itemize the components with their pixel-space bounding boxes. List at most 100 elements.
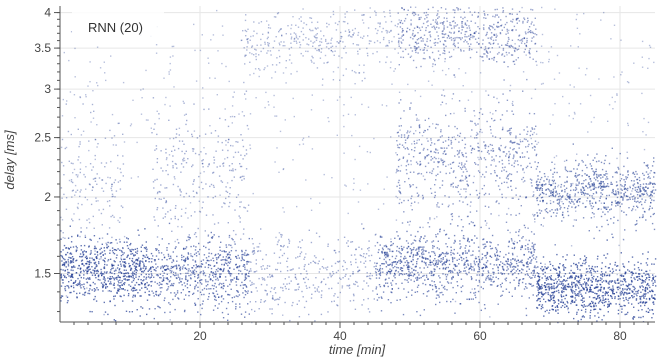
data-point [536,283,538,285]
data-point [134,294,136,297]
data-point [226,262,228,265]
data-point [526,287,528,289]
data-point [172,260,175,262]
data-point [125,310,128,312]
data-point [94,283,96,285]
data-point [642,193,644,195]
data-point [236,266,239,269]
data-point [497,272,500,274]
data-point [92,269,94,271]
data-point [561,296,563,298]
data-point [512,60,514,63]
data-point [96,272,98,275]
data-point [184,260,186,263]
data-point [601,301,603,303]
data-point [456,127,458,130]
data-point [607,267,610,269]
data-point [610,181,612,184]
data-point [465,266,468,268]
data-point [428,125,431,128]
data-point [109,281,112,283]
data-point [606,274,609,276]
data-point [466,180,468,182]
data-point [117,274,119,277]
data-point [603,288,605,290]
data-point [453,263,455,266]
data-point [590,290,592,293]
data-point [452,260,454,263]
data-point [113,287,116,289]
data-point [138,265,140,267]
data-point [558,267,560,269]
data-point [217,253,219,255]
data-point [513,279,515,281]
data-point [87,277,89,279]
data-point [101,251,104,253]
data-point [418,277,421,279]
data-point [210,271,212,273]
data-point [385,256,387,259]
data-point [222,298,225,300]
data-point [468,35,470,37]
data-point [413,246,415,249]
data-point [239,306,241,308]
data-point [314,287,316,289]
data-point [510,214,512,216]
data-point [453,248,455,251]
data-point [478,260,481,263]
data-point [105,287,107,289]
data-point [600,215,603,218]
data-point [462,179,464,182]
data-point [525,197,527,199]
data-point [593,172,595,174]
data-point [210,288,212,290]
data-point [607,282,609,284]
data-point [648,274,650,276]
data-point [396,266,398,269]
data-point [490,274,492,277]
data-point [269,273,271,276]
data-point [632,272,634,275]
data-point [223,250,226,253]
data-point [303,258,305,260]
data-point [426,290,429,293]
data-point [652,213,654,216]
data-point [606,208,608,210]
data-point [82,286,85,288]
data-point [617,219,619,222]
data-point [166,268,168,270]
data-point [172,259,174,261]
data-point [628,261,630,263]
data-point [597,290,599,292]
data-point [588,182,590,184]
data-point [608,267,610,269]
data-point [464,143,467,146]
data-point [541,287,543,289]
data-point [636,290,639,293]
data-point [254,310,256,312]
data-point [145,260,147,262]
data-point [535,261,538,263]
data-point [560,206,562,209]
data-point [406,172,408,175]
data-point [501,44,503,46]
data-point [619,180,621,182]
data-point [125,262,127,265]
data-point [633,286,635,288]
data-point [389,248,391,250]
data-point [479,156,482,159]
data-point [581,289,583,292]
data-point [101,273,104,275]
data-point [165,282,168,285]
data-point [334,249,336,252]
data-point [140,246,142,248]
data-point [478,279,480,282]
data-point [243,259,245,261]
data-point [620,275,623,277]
data-point [471,239,473,241]
data-point [271,275,273,277]
data-point [60,297,62,299]
data-point [398,147,401,149]
data-point [186,287,189,289]
data-point [445,233,448,235]
